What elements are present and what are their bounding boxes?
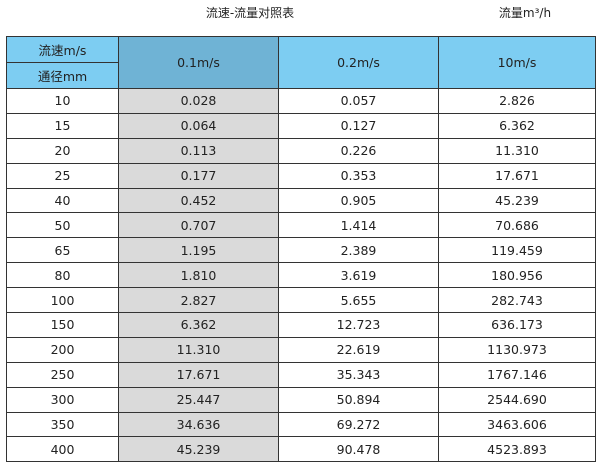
flow-cell: 0.353 xyxy=(278,162,439,189)
flow-cell: 119.459 xyxy=(438,237,596,264)
flow-cell: 2544.690 xyxy=(438,386,596,413)
flow-cell: 0.028 xyxy=(118,88,279,114)
flow-cell: 50.894 xyxy=(278,386,439,413)
flow-cell: 34.636 xyxy=(118,411,279,438)
flow-cell: 0.226 xyxy=(278,137,439,164)
flow-cell: 0.452 xyxy=(118,187,279,214)
flow-cell: 3463.606 xyxy=(438,411,596,438)
flow-cell: 2.826 xyxy=(438,88,596,114)
flow-cell: 90.478 xyxy=(278,436,439,463)
flow-cell: 6.362 xyxy=(438,112,596,139)
flow-cell: 0.057 xyxy=(278,88,439,114)
flow-cell: 1.414 xyxy=(278,212,439,239)
diameter-cell: 50 xyxy=(6,212,119,239)
flow-cell: 0.905 xyxy=(278,187,439,214)
flow-cell: 4523.893 xyxy=(438,436,596,463)
diameter-cell: 350 xyxy=(6,411,119,438)
flow-cell: 45.239 xyxy=(438,187,596,214)
diameter-cell: 15 xyxy=(6,112,119,139)
table-row: 10 0.028 0.057 2.826 xyxy=(6,88,596,114)
flow-cell: 2.389 xyxy=(278,237,439,264)
flow-cell: 0.113 xyxy=(118,137,279,164)
flow-cell: 0.707 xyxy=(118,212,279,239)
table-row: 150 6.362 12.723 636.173 xyxy=(6,312,596,338)
diameter-cell: 20 xyxy=(6,137,119,164)
flow-cell: 1130.973 xyxy=(438,336,596,363)
unit-label: 流量m³/h xyxy=(498,6,552,20)
flow-cell: 45.239 xyxy=(118,436,279,463)
diameter-cell: 400 xyxy=(6,436,119,463)
diameter-cell: 250 xyxy=(6,361,119,388)
flow-cell: 70.686 xyxy=(438,212,596,239)
diameter-cell: 40 xyxy=(6,187,119,214)
diameter-cell: 25 xyxy=(6,162,119,189)
header-velocity: 流速m/s xyxy=(6,36,119,63)
flow-cell: 11.310 xyxy=(438,137,596,164)
table-row: 350 34.636 69.272 3463.606 xyxy=(6,411,596,438)
flow-cell: 3.619 xyxy=(278,262,439,289)
table-row: 15 0.064 0.127 6.362 xyxy=(6,112,596,139)
table-row: 250 17.671 35.343 1767.146 xyxy=(6,361,596,388)
flow-cell: 22.619 xyxy=(278,336,439,363)
flow-cell: 12.723 xyxy=(278,312,439,338)
diameter-cell: 100 xyxy=(6,287,119,314)
flow-cell: 11.310 xyxy=(118,336,279,363)
flow-cell: 0.177 xyxy=(118,162,279,189)
diameter-cell: 80 xyxy=(6,262,119,289)
flow-cell: 2.827 xyxy=(118,287,279,314)
flow-cell: 0.064 xyxy=(118,112,279,139)
flow-cell: 180.956 xyxy=(438,262,596,289)
flow-rate-table: 流速m/s 0.1m/s 0.2m/s 10m/s 通径mm 10 0.028 0.… xyxy=(6,36,596,463)
flow-cell: 25.447 xyxy=(118,386,279,413)
flow-cell: 5.655 xyxy=(278,287,439,314)
flow-cell: 636.173 xyxy=(438,312,596,338)
header-col-10: 10m/s xyxy=(438,36,596,89)
diameter-cell: 10 xyxy=(6,88,119,114)
flow-cell: 17.671 xyxy=(118,361,279,388)
table-row: 300 25.447 50.894 2544.690 xyxy=(6,386,596,413)
flow-cell: 282.743 xyxy=(438,287,596,314)
diameter-cell: 200 xyxy=(6,336,119,363)
flow-cell: 1.195 xyxy=(118,237,279,264)
flow-cell: 1.810 xyxy=(118,262,279,289)
header-col-0.2: 0.2m/s xyxy=(278,36,439,89)
diameter-cell: 65 xyxy=(6,237,119,264)
table-row: 100 2.827 5.655 282.743 xyxy=(6,287,596,314)
table-title: 流速-流量对照表 xyxy=(205,6,295,20)
diameter-cell: 300 xyxy=(6,386,119,413)
table-row: 25 0.177 0.353 17.671 xyxy=(6,162,596,189)
table-row: 50 0.707 1.414 70.686 xyxy=(6,212,596,239)
table-row: 20 0.113 0.226 11.310 xyxy=(6,137,596,164)
flow-cell: 0.127 xyxy=(278,112,439,139)
flow-cell: 6.362 xyxy=(118,312,279,338)
table-row: 200 11.310 22.619 1130.973 xyxy=(6,336,596,363)
header-diameter: 通径mm xyxy=(6,62,119,89)
flow-cell: 17.671 xyxy=(438,162,596,189)
table-row: 65 1.195 2.389 119.459 xyxy=(6,237,596,264)
table-row: 80 1.810 3.619 180.956 xyxy=(6,262,596,289)
flow-cell: 35.343 xyxy=(278,361,439,388)
header-col-0.1: 0.1m/s xyxy=(118,36,279,89)
flow-cell: 1767.146 xyxy=(438,361,596,388)
table-row: 40 0.452 0.905 45.239 xyxy=(6,187,596,214)
diameter-cell: 150 xyxy=(6,312,119,338)
table-body: 10 0.028 0.057 2.826 15 0.064 0.127 6.362 20 0.11… xyxy=(6,88,596,463)
table-row: 400 45.239 90.478 4523.893 xyxy=(6,436,596,463)
flow-cell: 69.272 xyxy=(278,411,439,438)
